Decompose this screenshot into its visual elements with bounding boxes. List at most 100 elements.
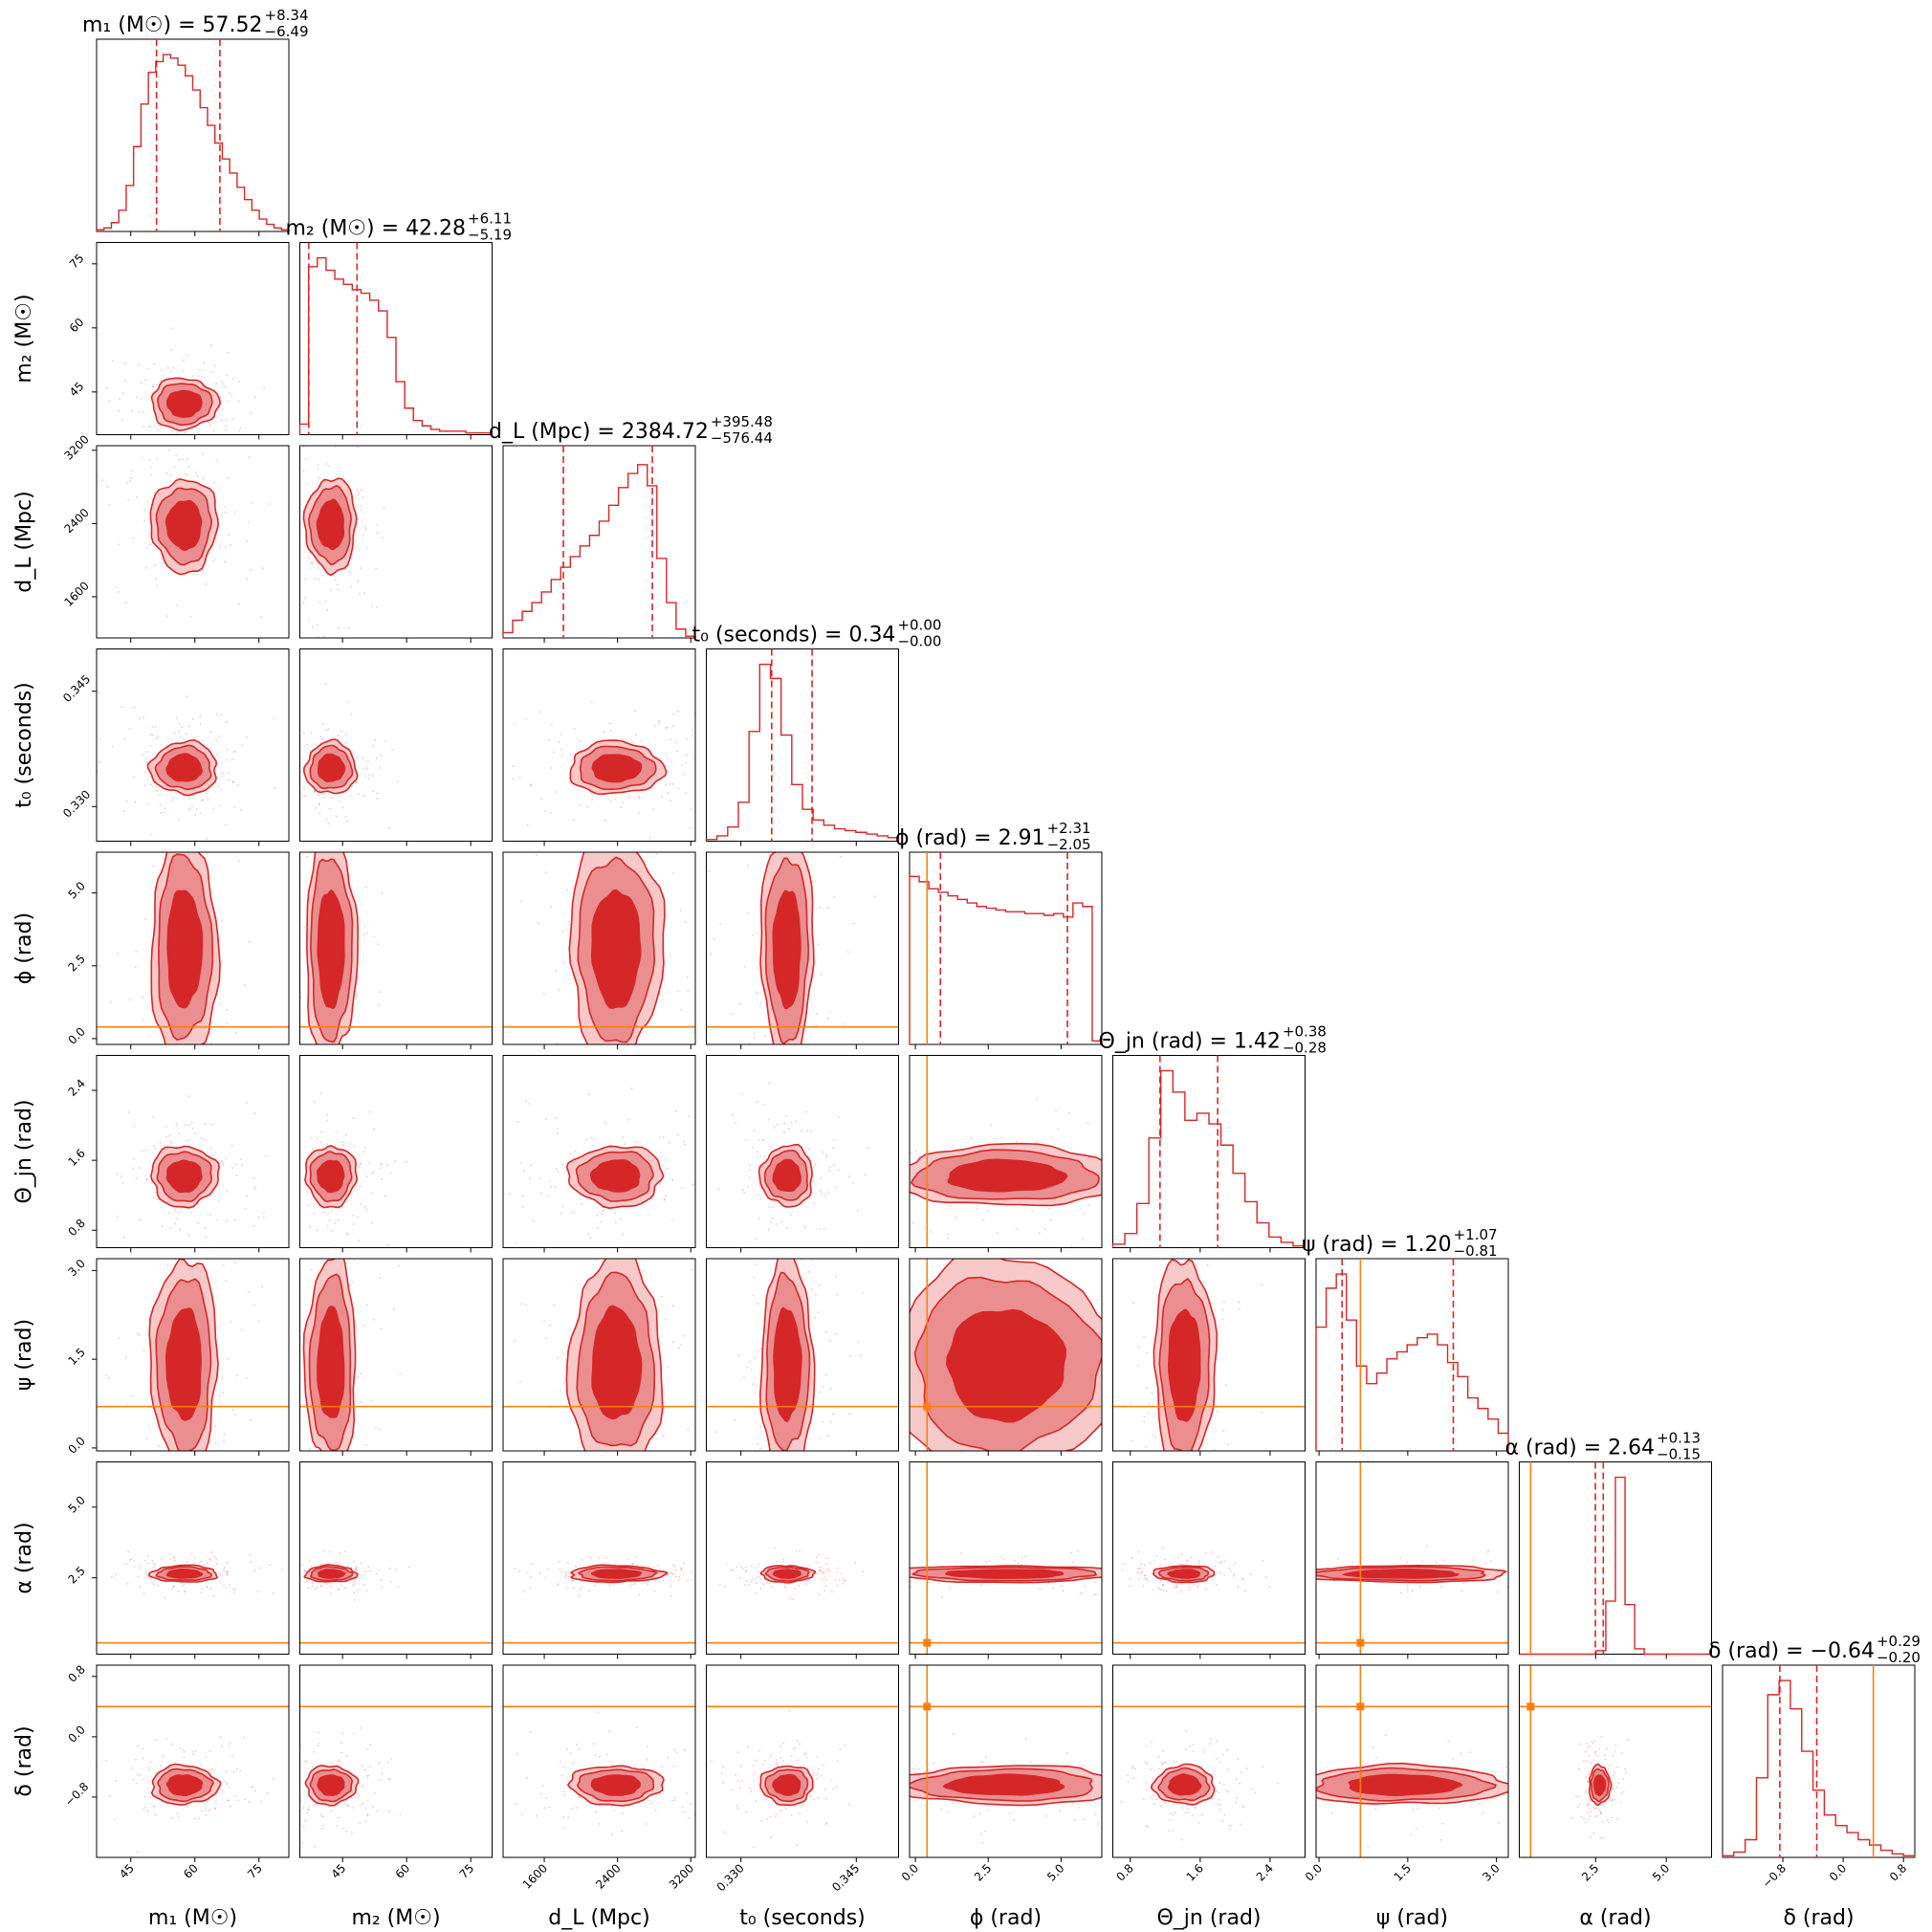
sample-point [209,731,212,734]
sample-point [1225,1789,1228,1791]
panel-frame [706,648,899,842]
sample-point [646,1583,648,1585]
sample-point [817,1311,820,1313]
sample-point [121,1182,124,1184]
sample-point [1179,1165,1181,1167]
sample-point [673,1565,676,1568]
sample-point [244,1207,247,1210]
sample-point [311,1620,313,1622]
sample-point [710,953,713,955]
sample-point [1239,1307,1240,1310]
sample-point [785,1115,787,1117]
sample-point [362,1802,364,1805]
sample-point [1159,1579,1162,1582]
sample-point [548,1180,551,1182]
sample-point [292,1501,294,1503]
sample-point [1126,1562,1128,1564]
sample-point [668,1141,670,1144]
sample-point [237,784,240,786]
sample-point [217,1199,220,1201]
sample-point [303,1571,305,1573]
sample-point [1264,1570,1266,1572]
sample-point [291,1227,293,1229]
sample-point [1277,1782,1280,1785]
sample-point [1217,1555,1219,1558]
hist-panel-alpha: α (rad) = 2.64 +0.13−0.15 [1505,1430,1712,1656]
sample-point [902,1796,904,1798]
sample-point [573,1587,576,1589]
sample-point [375,757,378,759]
sample-point [791,1598,794,1601]
sample-point [280,1322,282,1324]
sample-point [1589,1588,1591,1590]
sample-point [1161,1502,1163,1504]
sample-point [824,1373,827,1376]
sample-point [1160,1762,1163,1764]
sample-point [739,1002,742,1004]
sample-point [145,751,148,753]
hist-title-m1: m₁ (M☉) = 57.52 [82,13,263,37]
sample-point [714,1740,716,1742]
sample-point [737,1563,739,1565]
sample-point [1156,1223,1158,1225]
sample-point [358,592,361,595]
sample-point [364,886,367,889]
sample-point [366,1813,369,1816]
sample-point [1162,1584,1164,1587]
sample-point [622,1230,624,1232]
sample-point [1197,1584,1199,1587]
sample-point [567,1816,570,1819]
sample-point [709,968,711,970]
sample-point [1104,1205,1106,1207]
sample-point [135,950,138,953]
sample-point [654,1217,656,1218]
sample-point [675,741,677,744]
sample-point [539,1793,542,1795]
sample-point [793,1805,796,1808]
sample-point [287,544,289,546]
sample-point [536,1128,538,1130]
sample-point [166,615,168,617]
sample-point [219,1194,222,1196]
sample-point [1024,1555,1027,1558]
sample-point [603,731,605,734]
sample-point [381,1177,384,1180]
sample-point [167,1212,170,1215]
sample-point [611,1764,613,1767]
sample-point [106,486,109,489]
sample-point [735,1773,737,1776]
sample-point [138,1333,141,1336]
sample-point [739,1788,741,1789]
sample-point [340,432,341,434]
sample-point [883,1125,885,1127]
sample-point [216,1327,219,1329]
sample-point [750,1580,753,1583]
sample-point [368,1161,371,1164]
sample-point [224,1570,227,1572]
sample-point [786,1136,788,1138]
panel-frame [299,242,493,435]
contour-inner [165,1568,204,1579]
sample-point [344,816,347,819]
sample-point [1547,1573,1548,1575]
sample-point [215,739,217,741]
sample-point [650,1636,652,1637]
sample-point [259,1800,262,1803]
sample-point [949,1587,952,1590]
sample-point [330,588,333,591]
sample-point [787,1128,790,1130]
sample-point [149,734,152,735]
contour-inner [316,498,345,551]
sample-point [558,1235,560,1237]
sample-point [809,1240,811,1242]
sample-point [152,1457,154,1459]
sample-point [604,1562,606,1564]
sample-point [704,1165,706,1167]
sample-point [771,1217,774,1219]
sample-point [202,818,204,820]
sample-point [609,1217,611,1218]
hist-title-sub: −6.49 [265,23,309,40]
sample-point [484,1580,486,1582]
sample-point [115,586,118,588]
sample-point [745,1570,748,1572]
